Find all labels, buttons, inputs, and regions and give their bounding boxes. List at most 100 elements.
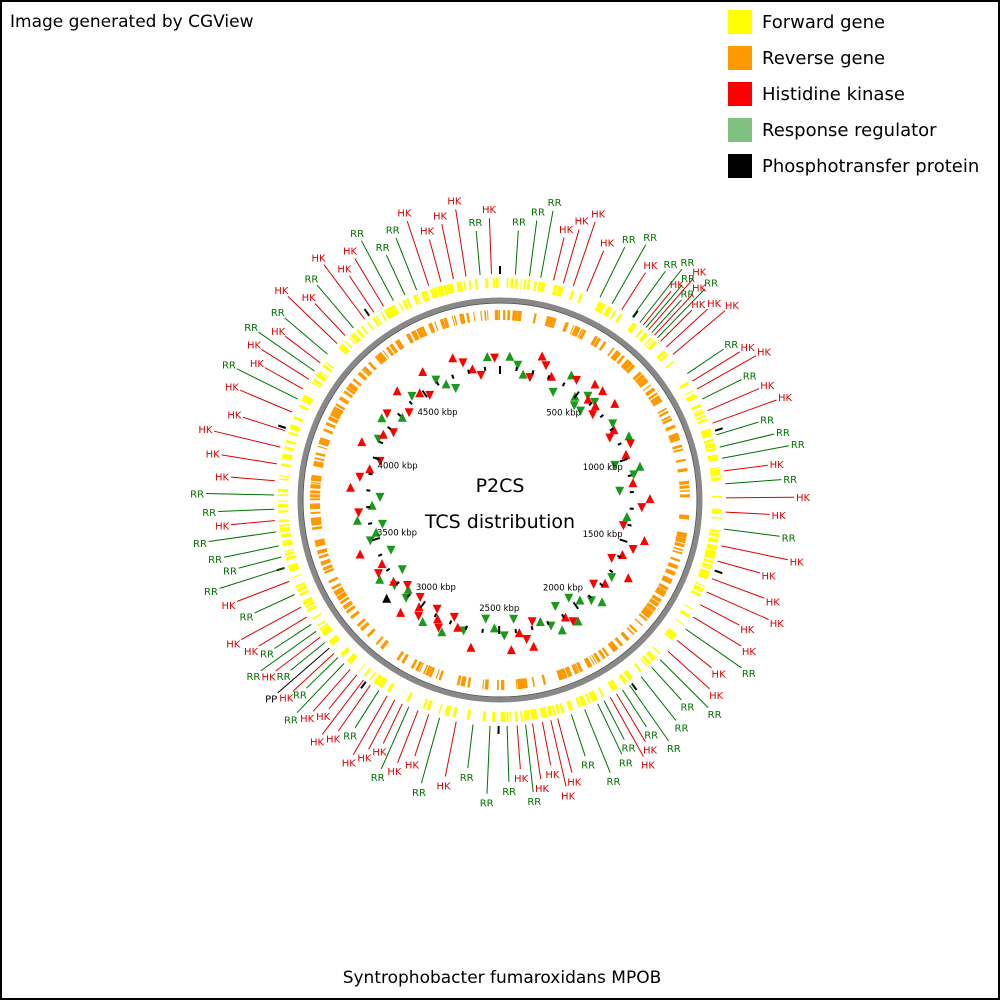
reverse-gene-mark (645, 387, 656, 397)
reverse-gene-mark (620, 632, 629, 642)
feature-label: HK (250, 359, 265, 370)
tcs-feature-triangle (583, 394, 593, 404)
reverse-gene-mark (312, 526, 323, 531)
reverse-gene-mark (541, 674, 547, 685)
reverse-gene-mark (672, 549, 683, 555)
reverse-gene-mark (313, 463, 324, 467)
major-tick (372, 456, 381, 461)
reverse-gene-mark (487, 310, 489, 321)
reverse-gene-mark (333, 408, 343, 414)
feature-label-line (725, 496, 795, 499)
feature-label-line (516, 725, 521, 770)
reverse-gene-mark (366, 628, 376, 638)
tcs-feature-triangle (375, 574, 385, 584)
forward-gene-mark (640, 658, 648, 667)
feature-label: HK (221, 601, 236, 612)
forward-gene-mark (306, 604, 317, 612)
tcs-feature-triangle (610, 460, 620, 470)
reverse-gene-mark (584, 657, 593, 668)
forward-gene-mark (282, 454, 293, 459)
tcs-feature-triangle (509, 614, 519, 624)
reverse-gene-mark (670, 438, 681, 444)
reverse-gene-mark (315, 542, 326, 548)
forward-gene-mark (679, 381, 690, 390)
feature-label: HK (559, 225, 574, 236)
reverse-gene-mark (311, 475, 322, 480)
reverse-gene-mark (515, 679, 518, 690)
reverse-gene-mark (679, 485, 690, 489)
feature-label: RR (680, 289, 694, 300)
reverse-gene-mark (311, 523, 322, 526)
reverse-gene-mark (564, 667, 570, 678)
feature-label: HK (342, 759, 357, 770)
reverse-gene-mark (577, 328, 583, 339)
forward-gene-mark (438, 703, 443, 714)
feature-label: HK (567, 777, 582, 788)
forward-gene-mark (308, 606, 318, 613)
feature-label: RR (277, 672, 291, 683)
feature-label-line (532, 723, 542, 780)
reverse-gene-mark (640, 609, 651, 619)
minor-tick (467, 369, 471, 374)
forward-gene-mark (283, 446, 295, 452)
feature-label: RR (512, 218, 526, 229)
outer-tick (714, 569, 723, 575)
forward-gene-mark (709, 528, 720, 533)
reverse-gene-mark (361, 368, 370, 377)
reverse-gene-mark (429, 667, 436, 678)
reverse-gene-mark (651, 397, 662, 406)
feature-label: RR (791, 440, 805, 451)
forward-gene-mark (702, 434, 713, 439)
forward-gene-mark (296, 584, 307, 592)
reverse-gene-mark (313, 463, 324, 468)
forward-gene-mark (526, 279, 531, 290)
forward-gene-mark (520, 279, 523, 290)
feature-label: HK (670, 280, 685, 291)
feature-label-line (348, 275, 375, 313)
feature-label: RR (222, 361, 236, 372)
reverse-gene-mark (418, 327, 426, 338)
feature-label: RR (531, 208, 545, 219)
forward-gene-mark (699, 568, 710, 575)
feature-label-line (724, 464, 768, 472)
minor-tick (546, 375, 551, 380)
reverse-gene-mark (360, 622, 370, 632)
forward-gene-mark (566, 700, 572, 711)
forward-gene-mark (633, 663, 642, 673)
forward-gene-mark (522, 279, 527, 290)
reverse-gene-mark (523, 678, 528, 689)
feature-label-line (631, 271, 666, 318)
reverse-gene-mark (318, 440, 329, 447)
forward-gene-mark (372, 316, 381, 327)
feature-label-line (323, 264, 366, 320)
reverse-gene-mark (675, 458, 686, 463)
forward-gene-mark (375, 315, 383, 325)
reverse-gene-mark (323, 428, 334, 435)
tcs-feature-triangle (505, 351, 515, 361)
reverse-gene-mark (473, 311, 476, 322)
forward-gene-mark (315, 374, 326, 382)
feature-label: RR (284, 715, 298, 726)
feature-label: PP (265, 695, 277, 706)
reverse-gene-mark (634, 618, 644, 627)
tcs-feature-triangle (414, 602, 424, 612)
feature-label: RR (293, 691, 307, 702)
forward-gene-mark (290, 424, 301, 430)
feature-label: HK (311, 253, 326, 264)
reverse-gene-mark (331, 410, 342, 417)
tcs-feature-triangle (382, 593, 392, 603)
minor-tick (481, 628, 484, 633)
tcs-feature-triangle (437, 627, 447, 637)
forward-gene-mark (403, 299, 410, 310)
tcs-feature-triangle (589, 579, 599, 589)
forward-gene-mark (709, 469, 721, 473)
reverse-gene-mark (322, 564, 333, 571)
forward-gene-mark (634, 663, 642, 672)
forward-gene-mark (456, 281, 462, 293)
reverse-gene-mark (672, 444, 683, 450)
outer-tick (360, 681, 367, 689)
forward-gene-mark (710, 474, 721, 477)
forward-gene-mark (416, 293, 422, 304)
forward-gene-mark (705, 447, 717, 453)
